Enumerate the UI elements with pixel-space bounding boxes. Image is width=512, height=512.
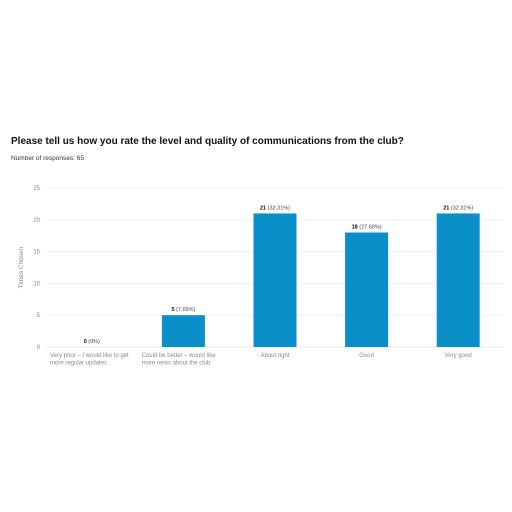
y-tick-label: 15 — [33, 250, 40, 256]
category-label: Very poor – I would like to get more regu… — [50, 353, 129, 367]
data-labels: 0 (0%) 5 (7.69%) 21 (32.31%) 18 (27.69%) 21 … — [84, 205, 474, 345]
data-label: 0 (0%) — [84, 339, 100, 345]
bars — [161, 213, 480, 347]
data-label: 21 (32.31%) — [260, 205, 290, 211]
bar — [253, 213, 297, 347]
x-axis-categories: Very poor – I would like to get more regu… — [50, 353, 472, 367]
bar — [161, 315, 205, 347]
bar — [436, 213, 480, 347]
category-label: Good — [359, 353, 374, 359]
chart-title: Please tell us how you rate the level an… — [11, 136, 404, 147]
bar — [345, 232, 389, 347]
y-tick-label: 5 — [37, 313, 41, 319]
response-count: Number of responses: 65 — [11, 155, 84, 162]
data-label: 5 (7.69%) — [171, 307, 195, 313]
y-axis-label: Times Chosen — [18, 246, 25, 288]
data-label: 18 (27.69%) — [352, 225, 382, 231]
y-tick-label: 20 — [33, 218, 40, 224]
y-tick-label: 25 — [33, 186, 40, 192]
category-label: Very good — [445, 353, 472, 359]
y-axis-ticks: 0 5 10 15 20 25 — [33, 186, 40, 351]
data-label: 21 (32.31%) — [443, 205, 473, 211]
y-tick-label: 10 — [33, 281, 40, 287]
category-label: About right — [260, 353, 289, 359]
y-tick-label: 0 — [37, 345, 41, 351]
category-label: Could be better – would like more news ab… — [142, 353, 217, 367]
